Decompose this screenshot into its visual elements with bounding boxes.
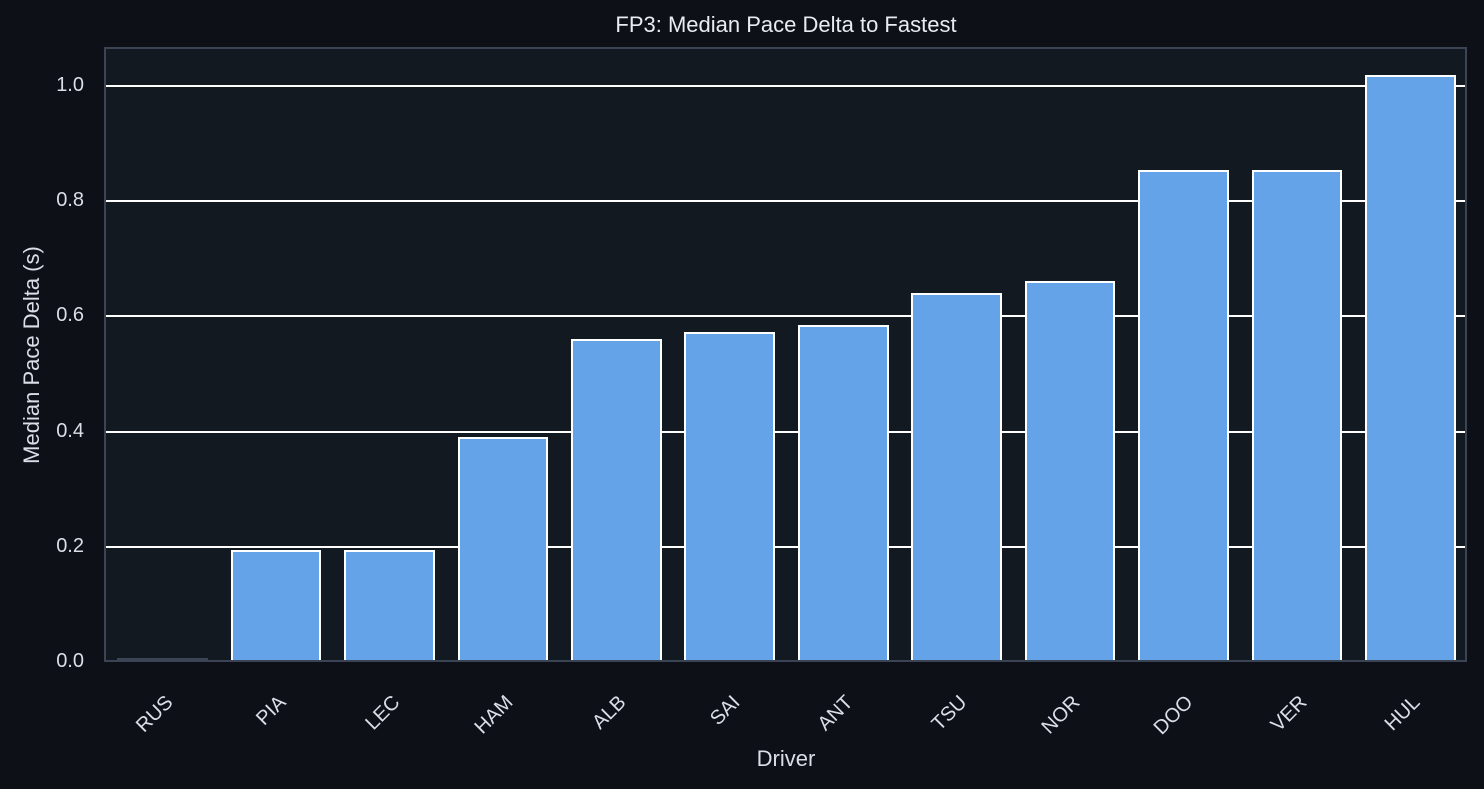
bar-pia: [230, 549, 322, 660]
bar-nor: [1024, 281, 1116, 660]
y-tick-label: 0.0: [56, 650, 84, 672]
gridline: [106, 545, 1465, 548]
y-tick-label: 0.4: [56, 419, 84, 442]
gridline: [106, 430, 1465, 433]
gridline: [106, 200, 1465, 203]
bar-ant: [797, 324, 889, 660]
x-axis-label: Driver: [756, 746, 816, 771]
y-tick-label: 0.6: [56, 304, 84, 327]
gridline: [106, 85, 1465, 87]
bar-tsu: [911, 293, 1002, 660]
bar-sai: [684, 332, 776, 660]
bar-ver: [1251, 169, 1343, 660]
bar-ham: [457, 437, 549, 660]
bar-hul: [1364, 74, 1456, 660]
bar-lec: [344, 549, 435, 660]
y-tick-label: 1.0: [56, 74, 84, 96]
plot-area: [104, 47, 1467, 662]
bar-alb: [571, 339, 662, 660]
bar-rus: [117, 658, 209, 660]
y-tick-label: 0.2: [56, 534, 84, 557]
gridline: [106, 315, 1465, 318]
y-tick-label: 0.8: [56, 189, 84, 212]
chart-title: FP3: Median Pace Delta to Fastest: [615, 12, 957, 37]
bar-doo: [1138, 169, 1229, 660]
